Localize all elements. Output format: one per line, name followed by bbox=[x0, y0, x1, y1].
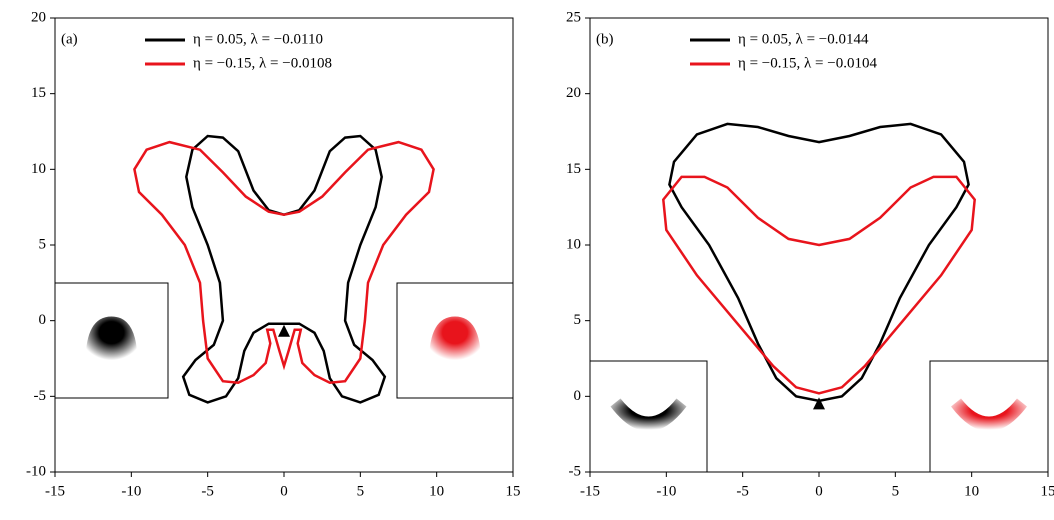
y-tick-label: 10 bbox=[566, 236, 581, 252]
x-tick-label: -15 bbox=[580, 483, 600, 499]
plot-frame bbox=[55, 18, 513, 472]
x-tick-label: 15 bbox=[1041, 483, 1054, 499]
x-tick-label: 10 bbox=[964, 483, 979, 499]
panel-label: (b) bbox=[596, 31, 614, 47]
x-tick-label: -10 bbox=[121, 483, 141, 499]
curve bbox=[669, 124, 968, 401]
y-tick-label: -5 bbox=[569, 463, 582, 479]
y-tick-label: 0 bbox=[39, 312, 47, 328]
y-tick-label: -10 bbox=[26, 463, 46, 479]
x-tick-label: 15 bbox=[506, 483, 521, 499]
x-tick-label: 10 bbox=[429, 483, 444, 499]
y-tick-label: 15 bbox=[566, 161, 581, 177]
panel-label: (a) bbox=[61, 31, 78, 47]
x-tick-label: -15 bbox=[45, 483, 65, 499]
y-tick-label: 25 bbox=[566, 9, 581, 25]
x-tick-label: -5 bbox=[736, 483, 749, 499]
y-tick-label: 0 bbox=[574, 388, 582, 404]
legend-label: η = 0.05, λ = −0.0110 bbox=[193, 31, 323, 47]
x-tick-label: 5 bbox=[357, 483, 365, 499]
x-tick-label: -5 bbox=[201, 483, 214, 499]
marker bbox=[278, 325, 290, 337]
legend-label: η = 0.05, λ = −0.0144 bbox=[738, 31, 869, 47]
y-tick-label: 20 bbox=[31, 9, 46, 25]
y-tick-label: 15 bbox=[31, 85, 46, 101]
curve bbox=[134, 142, 433, 383]
y-tick-label: 20 bbox=[566, 85, 581, 101]
x-tick-label: 5 bbox=[892, 483, 900, 499]
legend-label: η = −0.15, λ = −0.0104 bbox=[738, 55, 877, 71]
y-tick-label: 5 bbox=[574, 312, 582, 328]
y-tick-label: 5 bbox=[39, 236, 47, 252]
x-tick-label: 0 bbox=[815, 483, 823, 499]
legend-label: η = −0.15, λ = −0.0108 bbox=[193, 55, 332, 71]
curve bbox=[663, 177, 974, 393]
x-tick-label: -10 bbox=[656, 483, 676, 499]
y-tick-label: 10 bbox=[31, 161, 46, 177]
y-tick-label: -5 bbox=[34, 388, 47, 404]
x-tick-label: 0 bbox=[280, 483, 288, 499]
